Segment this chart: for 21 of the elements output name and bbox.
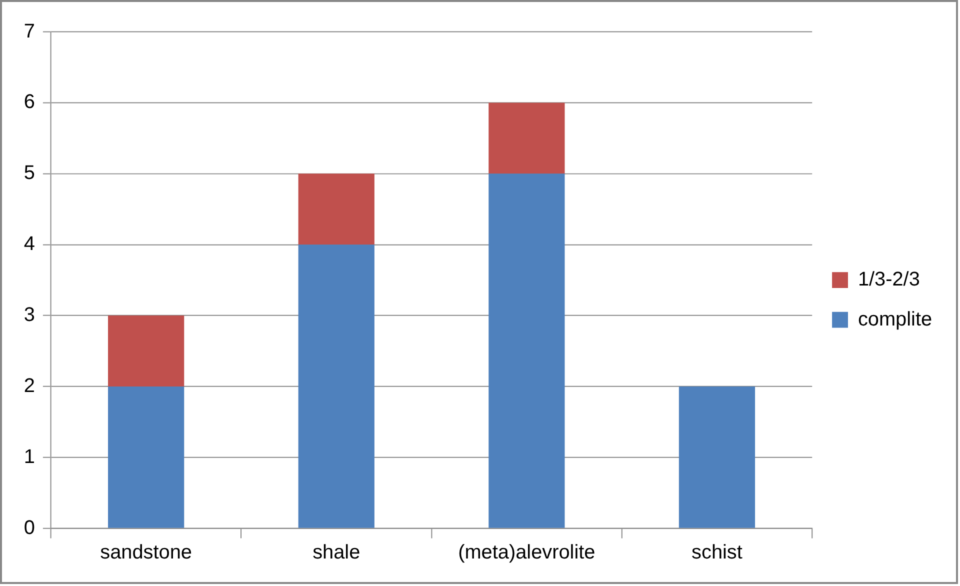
y-tick-label: 1 — [24, 446, 35, 468]
legend-label: complite — [858, 308, 932, 330]
bar — [108, 316, 184, 386]
bar — [298, 244, 374, 528]
bar — [488, 102, 565, 174]
y-tick-label: 2 — [24, 374, 35, 397]
y-tick-label: 6 — [24, 91, 35, 114]
x-tick-label: sandstone — [100, 542, 192, 564]
y-tick-label: 0 — [24, 516, 35, 539]
y-tick-label: 3 — [24, 304, 35, 326]
y-tick-label: 7 — [24, 20, 35, 42]
x-tick-label: (meta)alevrolite — [458, 542, 596, 564]
x-tick-label: shale — [312, 542, 360, 564]
bar — [488, 174, 565, 528]
legend-label: 1/3-2/3 — [858, 268, 920, 291]
bar — [678, 386, 756, 528]
bar — [298, 174, 374, 245]
y-tick-label: 4 — [24, 233, 35, 256]
bar — [108, 386, 184, 528]
y-tick-label: 5 — [24, 162, 35, 184]
x-tick-label: schist — [692, 542, 743, 564]
